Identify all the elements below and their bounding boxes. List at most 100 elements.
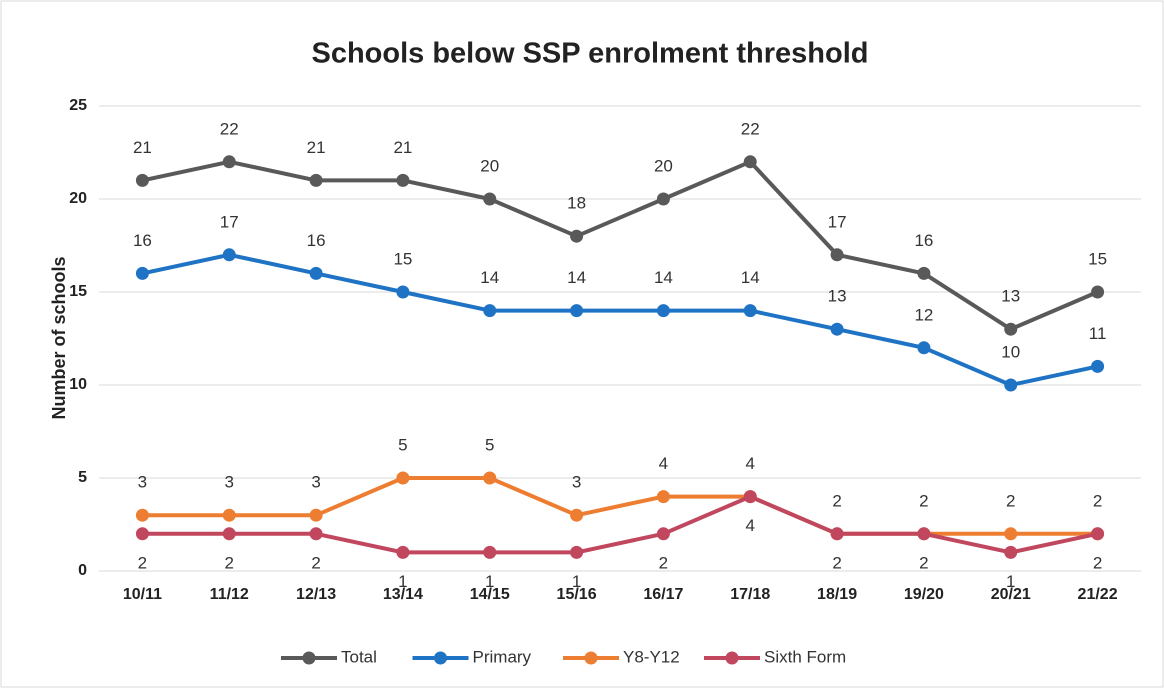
y-tick-label: 25 bbox=[69, 97, 87, 114]
legend-label: Primary bbox=[473, 647, 532, 666]
legend-label: Sixth Form bbox=[764, 647, 846, 666]
data-point bbox=[743, 490, 757, 504]
data-label: 2 bbox=[1093, 491, 1102, 510]
data-point bbox=[396, 471, 410, 485]
data-label: 5 bbox=[485, 435, 494, 454]
data-point bbox=[1091, 527, 1105, 541]
data-label: 16 bbox=[307, 231, 326, 250]
data-label: 3 bbox=[311, 473, 320, 492]
y-tick-label: 0 bbox=[78, 562, 87, 579]
data-point bbox=[917, 266, 931, 280]
series-line bbox=[141, 252, 1099, 387]
x-tick-label: 21/22 bbox=[1078, 586, 1118, 603]
data-point bbox=[656, 527, 670, 541]
data-label: 14 bbox=[480, 268, 499, 287]
data-point bbox=[483, 545, 497, 559]
legend-label: Y8-Y12 bbox=[623, 647, 680, 666]
x-tick-label: 12/13 bbox=[296, 586, 336, 603]
data-label: 2 bbox=[832, 491, 841, 510]
data-label: 21 bbox=[307, 138, 326, 157]
x-tick-label: 16/17 bbox=[643, 586, 683, 603]
data-label: 2 bbox=[1093, 553, 1102, 572]
data-point bbox=[1004, 545, 1018, 559]
data-point bbox=[570, 545, 584, 559]
legend-label: Total bbox=[341, 647, 377, 666]
data-point bbox=[309, 266, 323, 280]
data-label: 2 bbox=[919, 553, 928, 572]
data-label: 18 bbox=[567, 194, 586, 213]
y-tick-label: 10 bbox=[69, 376, 87, 393]
data-label: 22 bbox=[220, 119, 239, 138]
data-label: 16 bbox=[914, 231, 933, 250]
data-label: 2 bbox=[832, 553, 841, 572]
data-point bbox=[222, 248, 236, 262]
series-line bbox=[141, 159, 1099, 332]
data-label: 20 bbox=[654, 156, 673, 175]
data-point bbox=[396, 545, 410, 559]
data-point bbox=[656, 304, 670, 318]
data-label: 17 bbox=[828, 212, 847, 231]
y-tick-label: 20 bbox=[69, 190, 87, 207]
data-point bbox=[135, 173, 149, 187]
data-label: 14 bbox=[654, 268, 673, 287]
y-tick-label: 5 bbox=[78, 469, 87, 486]
data-label: 13 bbox=[828, 287, 847, 306]
legend-marker bbox=[725, 651, 739, 665]
data-label: 2 bbox=[311, 553, 320, 572]
data-label: 2 bbox=[225, 553, 234, 572]
data-label: 14 bbox=[567, 268, 586, 287]
data-point bbox=[222, 155, 236, 169]
data-point bbox=[396, 173, 410, 187]
data-label: 2 bbox=[919, 491, 928, 510]
data-label: 12 bbox=[914, 305, 933, 324]
series-line bbox=[142, 494, 1099, 555]
data-label: 16 bbox=[133, 231, 152, 250]
data-label: 2 bbox=[138, 553, 147, 572]
data-label: 21 bbox=[393, 138, 412, 157]
data-point bbox=[570, 508, 584, 522]
data-point bbox=[830, 527, 844, 541]
data-point bbox=[1091, 285, 1105, 299]
data-point bbox=[917, 341, 931, 355]
data-label: 3 bbox=[572, 473, 581, 492]
x-tick-label: 20/21 bbox=[991, 586, 1031, 603]
y-axis-label: Number of schools bbox=[49, 256, 69, 419]
data-point bbox=[570, 304, 584, 318]
data-point bbox=[135, 527, 149, 541]
legend-marker bbox=[302, 651, 316, 665]
data-label: 4 bbox=[659, 454, 668, 473]
x-tick-label: 17/18 bbox=[730, 586, 770, 603]
data-label: 22 bbox=[741, 119, 760, 138]
data-point bbox=[830, 248, 844, 262]
x-tick-label: 15/16 bbox=[557, 586, 597, 603]
data-label: 1 bbox=[485, 572, 494, 591]
data-label: 5 bbox=[398, 435, 407, 454]
data-point bbox=[135, 508, 149, 522]
data-label: 4 bbox=[746, 454, 755, 473]
data-label: 20 bbox=[480, 156, 499, 175]
data-point bbox=[483, 192, 497, 206]
data-label: 11 bbox=[1089, 324, 1107, 343]
data-label: 1 bbox=[572, 572, 581, 591]
data-point bbox=[743, 155, 757, 169]
data-label: 21 bbox=[133, 138, 152, 157]
x-tick-label: 11/12 bbox=[210, 586, 249, 603]
data-label: 1 bbox=[1006, 572, 1015, 591]
data-point bbox=[483, 304, 497, 318]
x-tick-label: 10/11 bbox=[123, 586, 162, 603]
data-label: 17 bbox=[220, 212, 239, 231]
data-point bbox=[1004, 322, 1018, 336]
x-tick-label: 13/14 bbox=[383, 586, 423, 603]
legend-marker bbox=[584, 651, 598, 665]
data-point bbox=[1004, 378, 1018, 392]
data-label: 13 bbox=[1001, 287, 1020, 306]
data-point bbox=[917, 527, 931, 541]
data-point bbox=[656, 192, 670, 206]
data-point bbox=[309, 173, 323, 187]
data-label: 15 bbox=[393, 249, 412, 268]
data-label: 2 bbox=[1006, 491, 1015, 510]
x-tick-label: 19/20 bbox=[904, 586, 944, 603]
data-point bbox=[656, 490, 670, 504]
